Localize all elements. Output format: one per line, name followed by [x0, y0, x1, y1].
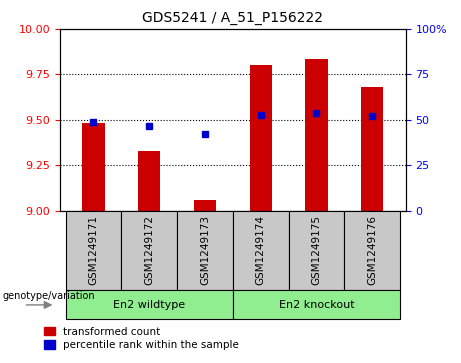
Bar — [65, 211, 121, 290]
Bar — [194, 200, 216, 211]
Text: GSM1249175: GSM1249175 — [312, 216, 321, 285]
Text: GSM1249173: GSM1249173 — [200, 216, 210, 285]
Bar — [289, 211, 344, 290]
Bar — [233, 211, 289, 290]
Text: GSM1249172: GSM1249172 — [144, 216, 154, 285]
Text: genotype/variation: genotype/variation — [2, 291, 95, 301]
Bar — [249, 65, 272, 211]
Text: En2 knockout: En2 knockout — [278, 300, 354, 310]
Text: GSM1249174: GSM1249174 — [256, 216, 266, 285]
Bar — [233, 290, 400, 319]
Legend: transformed count, percentile rank within the sample: transformed count, percentile rank withi… — [42, 325, 241, 352]
Bar — [344, 211, 400, 290]
Bar — [82, 123, 105, 211]
Text: En2 wildtype: En2 wildtype — [113, 300, 185, 310]
Bar — [138, 151, 160, 211]
Bar — [121, 211, 177, 290]
Title: GDS5241 / A_51_P156222: GDS5241 / A_51_P156222 — [142, 11, 323, 25]
Bar — [305, 59, 328, 211]
Bar — [361, 87, 384, 211]
Bar — [177, 211, 233, 290]
Text: GSM1249171: GSM1249171 — [89, 216, 98, 285]
Text: GSM1249176: GSM1249176 — [367, 216, 377, 285]
Bar — [65, 290, 233, 319]
